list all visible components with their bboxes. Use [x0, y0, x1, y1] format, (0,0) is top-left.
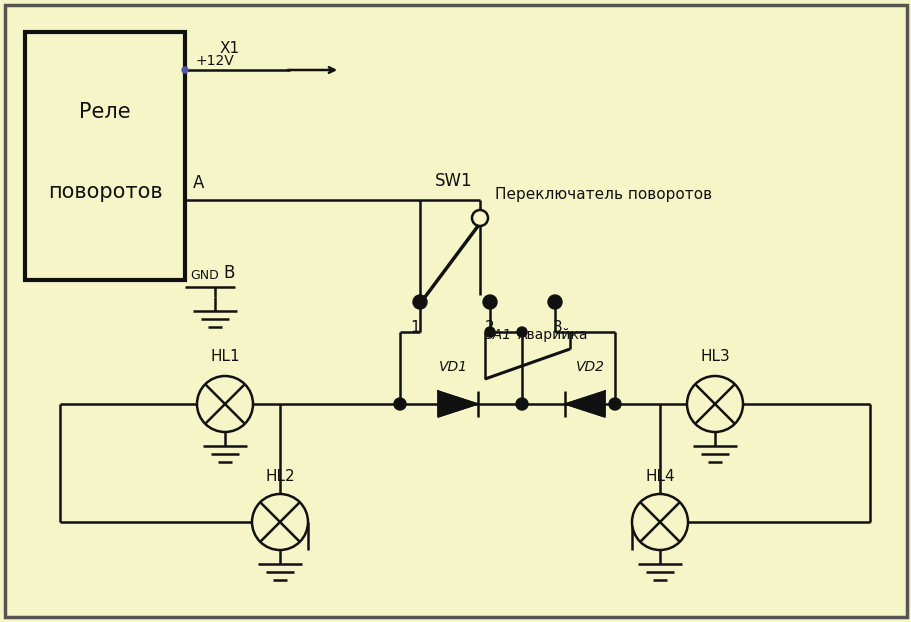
Text: B: B — [223, 264, 234, 282]
Circle shape — [197, 376, 252, 432]
Circle shape — [631, 494, 687, 550]
Text: 2: 2 — [485, 320, 495, 335]
Text: GND: GND — [189, 269, 219, 282]
Text: Переключатель поворотов: Переключатель поворотов — [495, 187, 711, 203]
Circle shape — [516, 398, 527, 410]
Circle shape — [517, 327, 527, 337]
Circle shape — [686, 376, 742, 432]
Bar — [25, 32, 185, 280]
Text: 1: 1 — [410, 320, 419, 335]
Polygon shape — [565, 391, 604, 417]
Circle shape — [609, 398, 620, 410]
Text: +12V: +12V — [196, 54, 234, 68]
Text: поворотов: поворотов — [47, 182, 162, 202]
Circle shape — [472, 210, 487, 226]
Text: Реле: Реле — [79, 102, 130, 122]
Text: SA1: SA1 — [485, 328, 512, 342]
Text: SW1: SW1 — [435, 172, 472, 190]
Circle shape — [483, 295, 496, 309]
Text: HL3: HL3 — [700, 349, 729, 364]
Text: VD2: VD2 — [575, 360, 604, 374]
Circle shape — [251, 494, 308, 550]
Text: HL1: HL1 — [210, 349, 240, 364]
Text: Аварийка: Аварийка — [517, 328, 588, 342]
Text: A: A — [193, 174, 204, 192]
Text: X1: X1 — [220, 41, 240, 56]
Circle shape — [485, 327, 495, 337]
Circle shape — [413, 295, 426, 309]
Polygon shape — [437, 391, 477, 417]
Text: HL2: HL2 — [265, 469, 294, 484]
Circle shape — [548, 295, 561, 309]
Circle shape — [394, 398, 405, 410]
Text: 3: 3 — [552, 320, 562, 335]
Text: HL4: HL4 — [644, 469, 674, 484]
Circle shape — [182, 67, 188, 73]
Text: VD1: VD1 — [438, 360, 467, 374]
